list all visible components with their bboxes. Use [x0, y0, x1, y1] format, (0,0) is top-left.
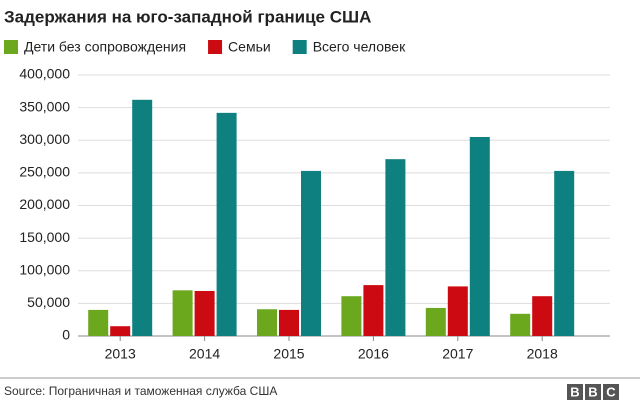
- legend-swatch: [208, 40, 223, 54]
- bar: [110, 326, 131, 336]
- x-tick-label: 2013: [105, 346, 136, 362]
- bar: [510, 313, 531, 336]
- bar: [301, 170, 321, 336]
- y-tick-label: 150,000: [19, 229, 70, 245]
- logo-letter: B: [588, 384, 597, 399]
- source: Source: Пограничная и таможенная служба …: [4, 384, 277, 398]
- x-tick-label: 2018: [527, 346, 558, 362]
- y-tick-label: 400,000: [19, 66, 70, 82]
- x-tick-label: 2017: [442, 346, 473, 362]
- bar: [532, 296, 553, 336]
- bar: [132, 99, 153, 336]
- bar: [216, 112, 237, 336]
- y-tick-label: 250,000: [19, 164, 70, 180]
- legend-swatch: [292, 40, 307, 54]
- bbc-logo: B B C: [567, 384, 619, 400]
- x-tick-label: 2015: [273, 346, 304, 362]
- bar: [88, 309, 109, 336]
- y-tick-label: 100,000: [19, 261, 70, 277]
- y-tick-label: 200,000: [19, 196, 70, 212]
- y-tick-label: 0: [62, 327, 70, 343]
- legend-label: Дети без сопровождения: [24, 39, 186, 55]
- logo-box: [567, 384, 583, 400]
- bar: [279, 309, 299, 336]
- bar: [554, 170, 575, 336]
- legend-label: Семьи: [228, 39, 271, 55]
- logo-letter: C: [606, 384, 616, 399]
- bar: [194, 290, 215, 336]
- bar: [341, 296, 362, 336]
- bar: [469, 136, 490, 336]
- bar: [172, 290, 193, 336]
- bar: [425, 307, 446, 336]
- y-tick-label: 350,000: [19, 98, 70, 114]
- chart-title: Задержания на юго-западной границе США: [4, 7, 371, 26]
- bar: [363, 285, 384, 336]
- y-tick-label: 300,000: [19, 131, 70, 147]
- logo-letter: B: [570, 384, 579, 399]
- legend-label: Всего человек: [313, 39, 406, 55]
- logo-box: [603, 384, 619, 400]
- legend-swatch: [4, 40, 18, 54]
- y-tick-label: 50,000: [27, 294, 70, 310]
- bar: [257, 309, 277, 336]
- x-tick-label: 2014: [189, 346, 220, 362]
- x-tick-label: 2016: [358, 346, 389, 362]
- logo-box: [585, 384, 601, 400]
- bar: [385, 159, 406, 336]
- bar: [447, 286, 468, 336]
